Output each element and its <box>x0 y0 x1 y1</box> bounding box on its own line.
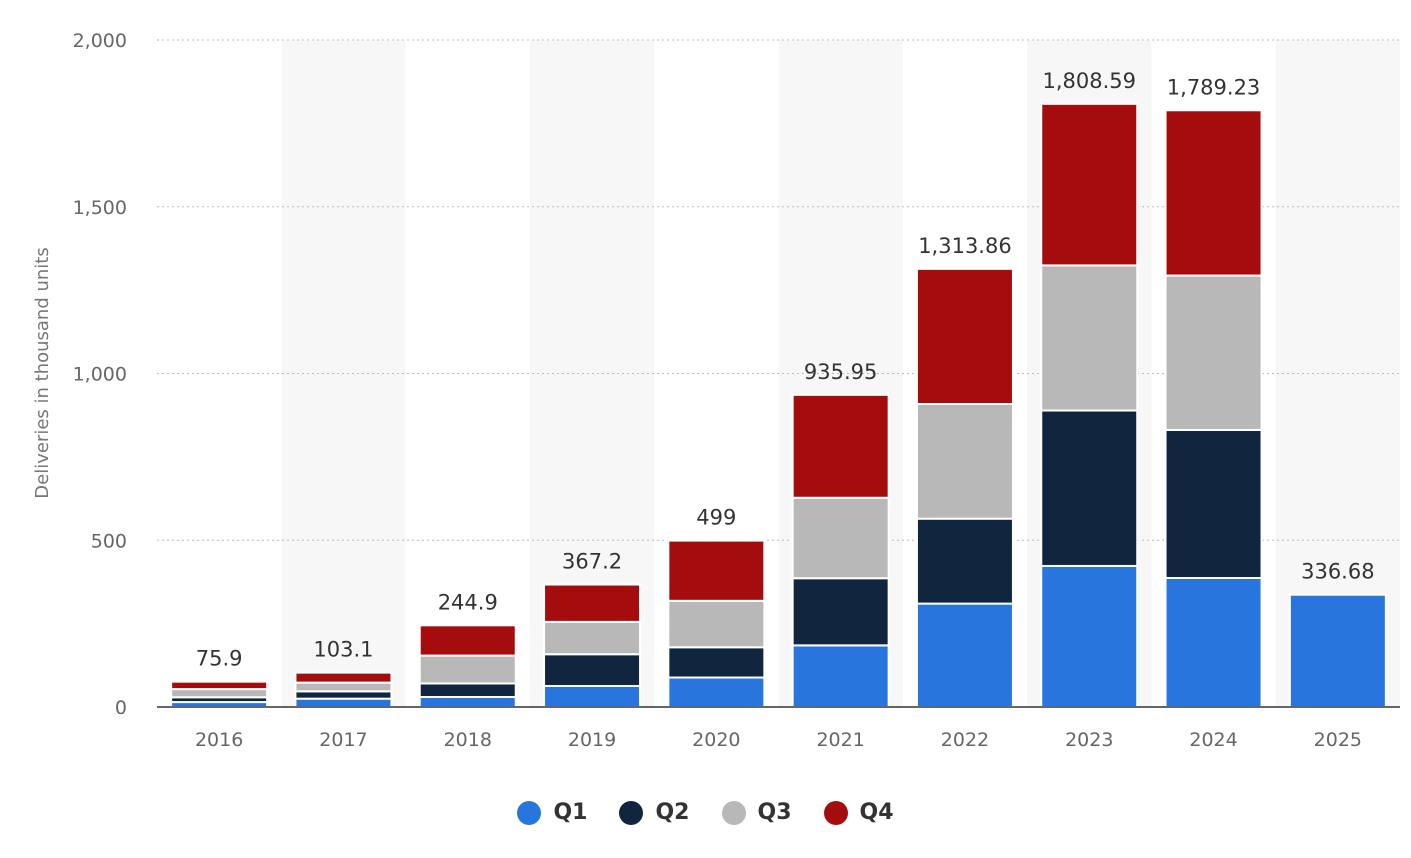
y-tick-label: 500 <box>91 530 127 552</box>
total-label-2021: 935.95 <box>804 360 877 384</box>
bar-2024-Q3 <box>1164 274 1263 431</box>
bar-2016-Q4 <box>170 680 269 691</box>
stacked-bar-chart: 0 500 1,000 1,500 2,000 2016 2017 2018 2019 2020… <box>32 30 1400 751</box>
bar-2021-Q3 <box>791 496 890 580</box>
legend-item-q2[interactable]: Q2 <box>619 800 690 825</box>
bar-2019-Q1 <box>543 684 642 709</box>
x-tick-label-2025: 2025 <box>1314 729 1362 751</box>
total-label-2025: 336.68 <box>1301 560 1374 584</box>
total-label-2024: 1,789.23 <box>1167 75 1261 99</box>
x-tick-label-2020: 2020 <box>692 729 740 751</box>
legend-label: Q2 <box>655 800 690 825</box>
legend-label: Q1 <box>553 800 588 825</box>
legend-label: Q3 <box>757 800 792 825</box>
bar-2023-Q4 <box>1040 102 1139 267</box>
total-label-2022: 1,313.86 <box>918 234 1012 258</box>
bar-2022-Q3 <box>915 403 1014 520</box>
bar-2021-Q4 <box>791 393 890 499</box>
bar-2020-Q4 <box>667 539 766 602</box>
x-tick-label-2024: 2024 <box>1189 729 1237 751</box>
legend-item-q1[interactable]: Q1 <box>517 800 587 825</box>
total-label-2016: 75.9 <box>196 647 243 671</box>
total-label-2019: 367.2 <box>562 550 622 574</box>
bar-2020-Q3 <box>667 599 766 649</box>
bar-2018-Q3 <box>418 654 517 685</box>
bar-2017-Q3 <box>294 681 393 693</box>
bar-2018-Q4 <box>418 624 517 657</box>
x-tick-label-2018: 2018 <box>444 729 492 751</box>
bar-2023-Q1 <box>1040 564 1139 708</box>
x-tick-label-2021: 2021 <box>816 729 864 751</box>
bar-2023-Q3 <box>1040 264 1139 412</box>
x-tick-labels: 2016 2017 2018 2019 2020 2021 2022 2023 2024 2025 <box>195 729 1362 751</box>
bar-2018-Q2 <box>418 682 517 698</box>
bar-2022-Q4 <box>915 267 1014 406</box>
y-tick-labels: 0 500 1,000 1,500 2,000 <box>73 30 127 719</box>
total-labels: 75.9 103.1 244.9 367.2 499 935.95 1,313.86 1,80… <box>196 69 1375 671</box>
bar-2021-Q2 <box>791 577 890 647</box>
x-tick-label-2017: 2017 <box>319 729 367 751</box>
y-axis-label: Deliveries in thousand units <box>32 247 53 498</box>
y-tick-label: 0 <box>115 697 127 719</box>
bar-2025-Q1 <box>1288 593 1387 709</box>
legend: Q1 Q2 Q3 Q4 <box>0 800 1411 825</box>
legend-item-q4[interactable]: Q4 <box>823 800 894 825</box>
legend-swatch <box>823 800 848 825</box>
total-label-2018: 244.9 <box>438 590 498 614</box>
bars <box>170 102 1387 709</box>
y-tick-label: 1,500 <box>73 197 127 219</box>
bar-2022-Q2 <box>915 517 1014 605</box>
bar-2021-Q1 <box>791 644 890 708</box>
bar-2017-Q4 <box>294 671 393 684</box>
bar-2019-Q3 <box>543 620 642 656</box>
bar-2019-Q4 <box>543 583 642 623</box>
bar-2016-Q3 <box>170 688 269 699</box>
bar-2024-Q2 <box>1164 428 1263 580</box>
total-label-2017: 103.1 <box>313 638 373 662</box>
legend-swatch <box>721 800 746 825</box>
y-tick-label: 2,000 <box>73 30 127 52</box>
legend-label: Q4 <box>859 800 894 825</box>
legend-item-q3[interactable]: Q3 <box>721 800 792 825</box>
y-tick-label: 1,000 <box>73 364 127 386</box>
bar-2020-Q2 <box>667 646 766 679</box>
bar-2022-Q1 <box>915 602 1014 708</box>
x-tick-label-2022: 2022 <box>941 729 989 751</box>
bar-2024-Q1 <box>1164 577 1263 708</box>
bar-2024-Q4 <box>1164 109 1263 277</box>
total-label-2020: 499 <box>696 506 736 530</box>
legend-swatch <box>619 800 644 825</box>
x-tick-label-2019: 2019 <box>568 729 616 751</box>
bar-2017-Q1 <box>294 697 393 708</box>
bar-2017-Q2 <box>294 690 393 700</box>
bar-2018-Q1 <box>418 695 517 708</box>
x-tick-label-2016: 2016 <box>195 729 243 751</box>
total-label-2023: 1,808.59 <box>1042 69 1136 93</box>
x-tick-label-2023: 2023 <box>1065 729 1113 751</box>
bar-2019-Q2 <box>543 653 642 687</box>
legend-swatch <box>517 800 542 825</box>
bar-2023-Q2 <box>1040 409 1139 567</box>
bar-2020-Q1 <box>667 676 766 709</box>
